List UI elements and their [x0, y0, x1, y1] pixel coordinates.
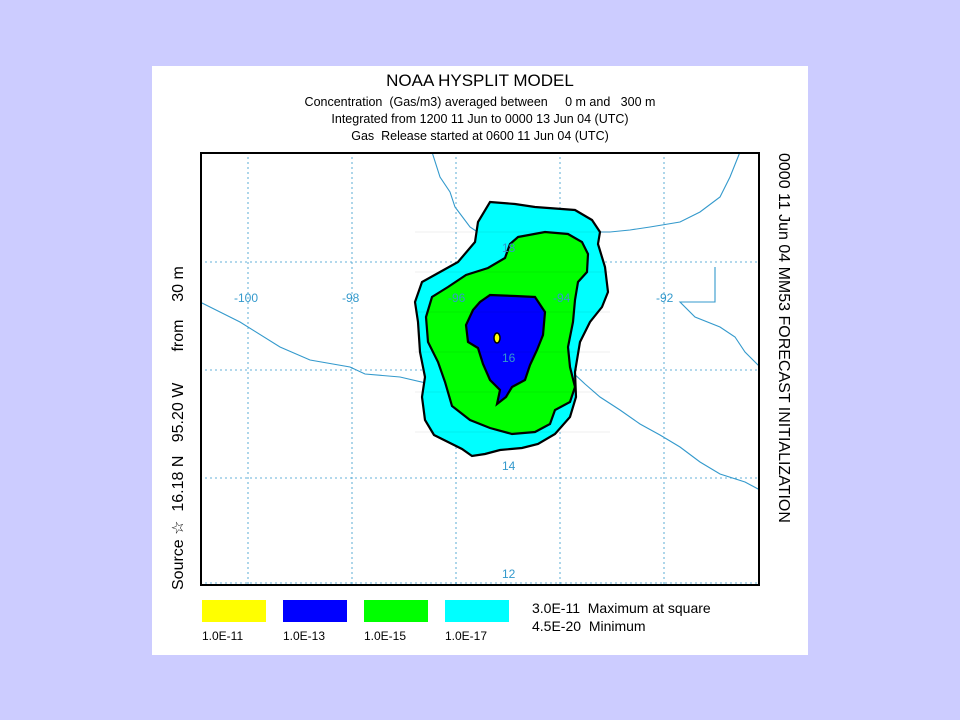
subtitle-integration: Integrated from 1200 11 Jun to 0000 13 J…: [331, 112, 629, 126]
lat-label: 16: [502, 351, 516, 365]
lon-label: -94: [553, 291, 571, 305]
lat-label: 18: [502, 241, 516, 255]
lat-label: 12: [502, 567, 516, 581]
grid-labels: -100 -98 -96 -94 -92 18 16 14 12: [234, 241, 674, 581]
plot-title: NOAA HYSPLIT MODEL: [386, 71, 574, 90]
contour-1e-11: [493, 332, 501, 344]
map-frame: [200, 152, 760, 586]
legend-label: 1.0E-13: [283, 629, 326, 643]
legend-swatch-green: [364, 600, 428, 622]
maximum-value: 3.0E-11 Maximum at square: [532, 600, 711, 616]
subtitle-concentration: Concentration (Gas/m3) averaged between …: [304, 95, 656, 109]
plume-grid-texture: [415, 231, 610, 433]
lon-label: -96: [448, 291, 466, 305]
concentration-map: -100 -98 -96 -94 -92 18 16 14 12: [200, 152, 760, 586]
legend-swatch-cyan: [445, 600, 509, 622]
forecast-initialization-label: 0000 11 Jun 04 MM53 FORECAST INITIALIZAT…: [775, 153, 792, 523]
legend-label: 1.0E-17: [445, 629, 488, 643]
lon-label: -92: [656, 291, 674, 305]
legend-label: 1.0E-15: [364, 629, 407, 643]
contour-1e-13: [464, 293, 547, 407]
lon-label: -98: [342, 291, 360, 305]
subtitle-release: Gas Release started at 0600 11 Jun 04 (U…: [351, 129, 609, 143]
legend-label: 1.0E-11: [202, 629, 244, 643]
lon-label: -100: [234, 291, 258, 305]
lat-label: 14: [502, 459, 516, 473]
source-location-label: Source ☆ 16.18 N 95.20 W from 30 m: [170, 266, 187, 590]
concentration-contours: [413, 200, 610, 458]
minimum-value: 4.5E-20 Minimum: [532, 618, 646, 634]
legend-swatch-yellow: [202, 600, 266, 622]
legend-swatch-blue: [283, 600, 347, 622]
plot-panel: NOAA HYSPLIT MODEL Concentration (Gas/m3…: [152, 66, 808, 655]
